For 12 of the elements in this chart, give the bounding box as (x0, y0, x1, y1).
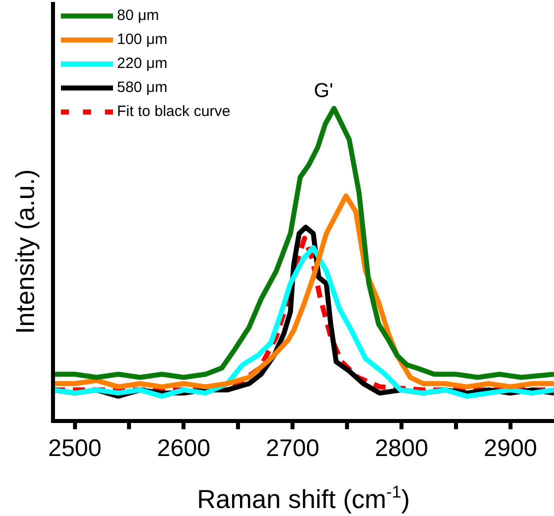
x-tick-label: 2500 (48, 435, 102, 462)
x-tick-label: 2800 (374, 435, 428, 462)
legend-label: 100 μm (117, 31, 168, 48)
x-tick-label: 2900 (484, 435, 538, 462)
legend-label: 80 μm (117, 7, 159, 24)
legend-label: 580 μm (117, 79, 168, 96)
legend-label: Fit to black curve (117, 103, 230, 120)
y-axis-title: Intensity (a.u.) (10, 169, 40, 334)
legend-label: 220 μm (117, 55, 168, 72)
text: G' (314, 80, 334, 102)
x-tick-label: 2600 (157, 435, 210, 462)
x-tick-label: 2700 (266, 435, 320, 462)
